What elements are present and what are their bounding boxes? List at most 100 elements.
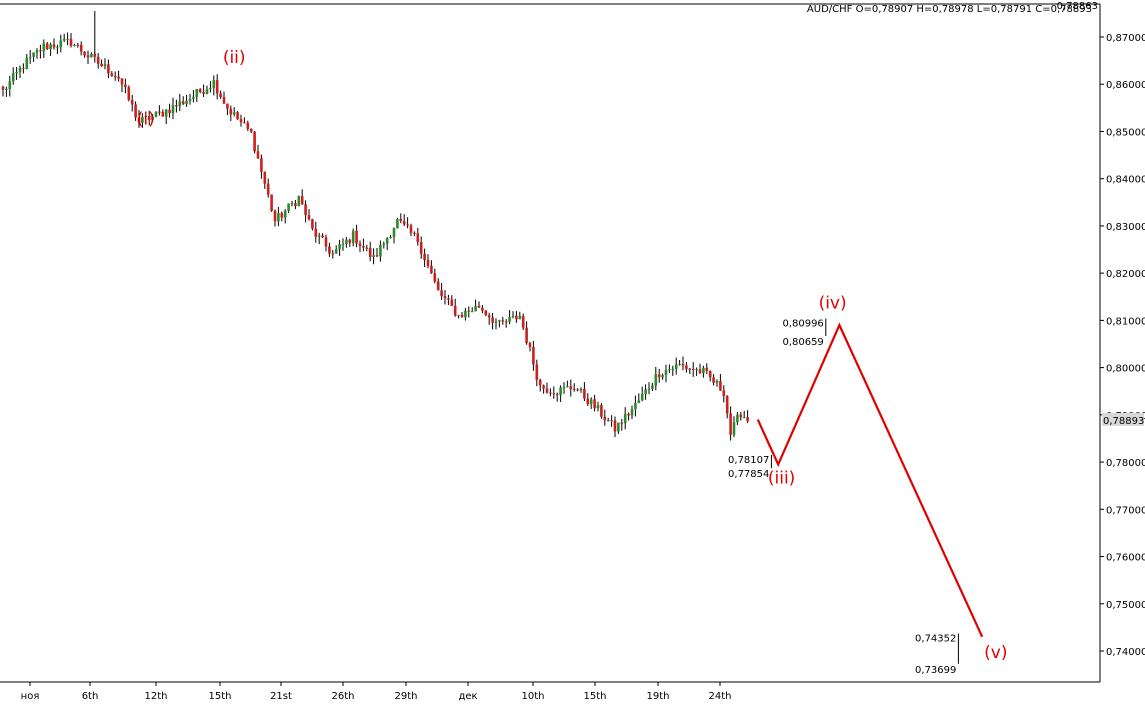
candle-body-bear [273, 210, 277, 222]
candle [348, 238, 352, 247]
candle-body-bear [436, 281, 440, 291]
candle-body-bear [443, 296, 447, 299]
candle [559, 385, 562, 402]
candle [627, 412, 630, 421]
candle-body-bull [5, 89, 8, 91]
candle [307, 209, 311, 221]
candle [426, 254, 430, 269]
candle-body-bear [430, 265, 433, 274]
price-axis[interactable]: 0,87000 0,86000 0,85000 0,84000 0,83000 0,820… [1100, 33, 1145, 658]
candle [457, 314, 460, 319]
candle [603, 409, 607, 426]
candle-body-bull [49, 44, 52, 50]
wave-label: (ii) [223, 48, 246, 68]
candle [147, 110, 151, 126]
candle-body-bull [511, 315, 515, 317]
candle [263, 171, 267, 189]
candle-body-bear [375, 255, 379, 257]
candle-body-bear [226, 103, 229, 109]
candle-body-bear [447, 298, 450, 300]
candle-body-bear [504, 321, 508, 323]
candle-body-bear [120, 78, 124, 85]
candle-body-bull [209, 88, 212, 90]
candle-body-bear [168, 109, 171, 114]
candle [589, 397, 593, 409]
candle [729, 406, 732, 441]
candle [35, 48, 39, 59]
candle-body-bear [181, 101, 185, 105]
candle [260, 154, 263, 179]
candle-body-bear [328, 246, 331, 254]
target-lower-label: 0,77854 [728, 469, 769, 480]
candle-body-bull [351, 230, 355, 243]
candle [127, 85, 131, 102]
candle [681, 356, 685, 371]
candle [209, 81, 212, 93]
candle-body-bear [324, 237, 328, 247]
candle-body-bull [15, 72, 18, 74]
candle-body-bear [294, 203, 297, 207]
candle-body-bull [345, 239, 348, 245]
candle-body-bear [358, 243, 362, 246]
candle-body-bear [691, 368, 695, 370]
candle-body-bull [317, 235, 321, 237]
candle [212, 75, 216, 96]
candle [168, 103, 171, 118]
candle-body-bear [239, 119, 243, 123]
candle-body-bull [56, 47, 59, 49]
target-annotation: 0,80996 0,80659 [782, 318, 827, 348]
candle-body-bear [583, 388, 586, 399]
candle-body-bull [338, 244, 341, 250]
candle [654, 366, 658, 391]
candle [637, 393, 641, 404]
candle-body-bear [685, 365, 688, 369]
candle-body-bear [134, 104, 137, 118]
candle [236, 110, 239, 120]
candle-body-bull [8, 81, 12, 90]
x-tick-label: 29th [395, 691, 418, 702]
candle [287, 203, 290, 213]
candle [226, 103, 229, 116]
candle-body-bear [681, 363, 685, 366]
candle [311, 218, 314, 231]
candle [144, 112, 148, 121]
target-annotation: 0,78107 0,77854 [728, 454, 772, 480]
candle-body-bear [266, 183, 270, 195]
target-upper-label: 0,74352 [915, 634, 956, 645]
candle-body-bear [45, 43, 49, 50]
candle-body-bear [413, 232, 416, 234]
candle [246, 120, 250, 131]
candle-body-bear [365, 247, 369, 249]
time-axis[interactable]: ноя 6th 12th 15th 21st 26th 29th дек 10th 15th 19t… [21, 682, 732, 702]
candle [52, 38, 56, 50]
candle-body-bear [501, 320, 505, 322]
candle [732, 416, 736, 438]
y-tick-label: 0,78000 [1106, 458, 1145, 469]
candle [678, 359, 681, 366]
candle [535, 359, 539, 387]
candle-body-bull [90, 53, 93, 58]
x-tick-label: 15th [209, 691, 232, 702]
candle [705, 363, 709, 375]
candle [195, 88, 199, 102]
candle-body-bear [113, 75, 117, 77]
candle [188, 93, 192, 105]
candle [100, 59, 103, 67]
x-tick-label: 10th [522, 691, 545, 702]
candle [617, 422, 620, 434]
wave-labels: (i) (ii) (iii) (iv) (v) [137, 48, 1008, 663]
candle-body-bear [538, 379, 542, 386]
candle [171, 97, 175, 120]
candle [610, 415, 613, 427]
candle [273, 209, 277, 227]
candle [49, 42, 52, 56]
candle-body-bull [732, 422, 736, 435]
candle [141, 113, 144, 128]
candle [130, 94, 134, 112]
candle [164, 109, 168, 125]
candle-body-bull [702, 367, 705, 374]
candle-body-bear [450, 299, 454, 306]
candle-body-bear [348, 239, 352, 243]
